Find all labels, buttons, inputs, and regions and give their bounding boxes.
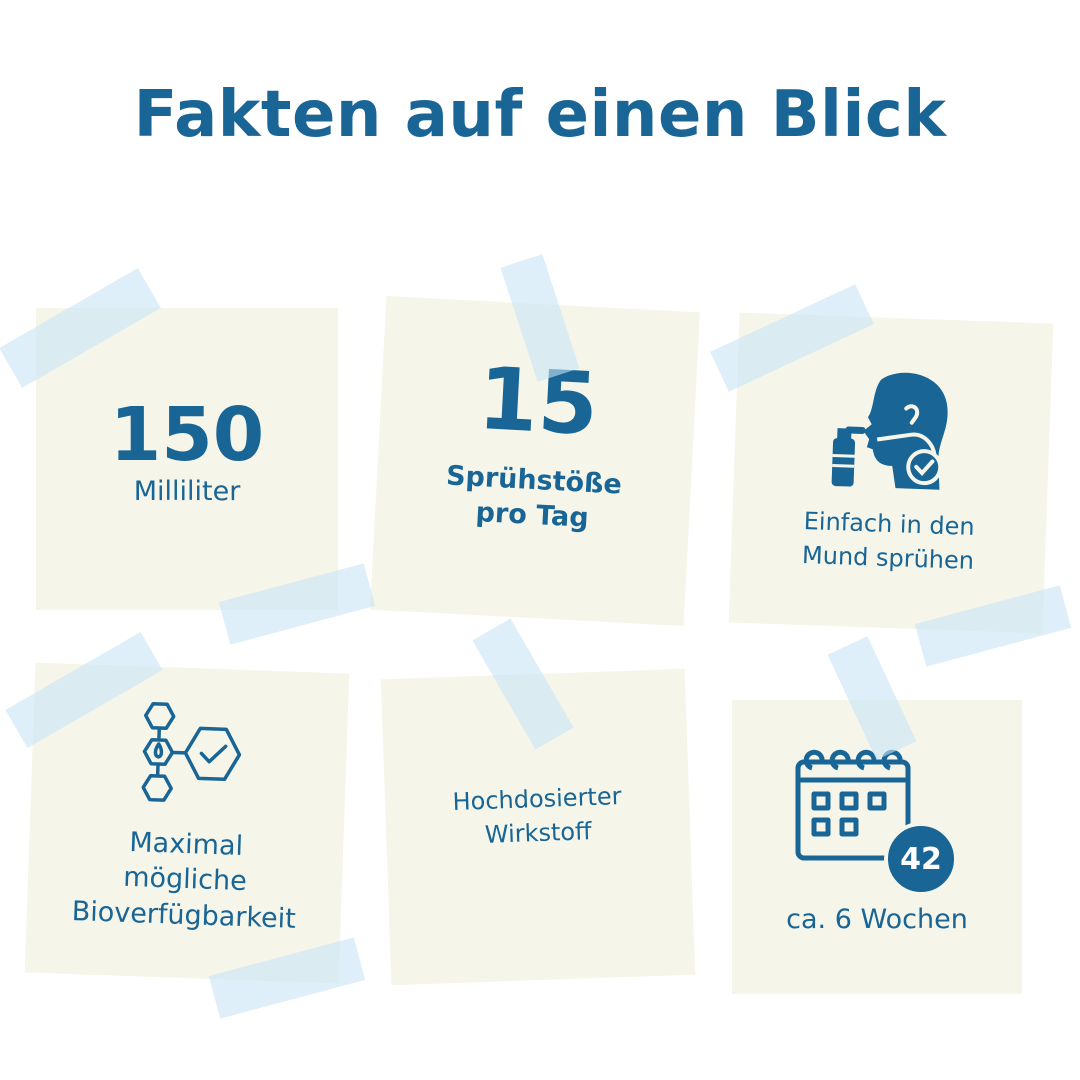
fact-label-line: Bioverfügbarkeit	[71, 895, 297, 935]
fact-label-line: Hochdosierter	[452, 782, 622, 817]
fact-card-volume: 150 Milliliter	[36, 308, 338, 610]
fact-number: 150	[109, 392, 265, 479]
spray-mouth-icon	[831, 373, 948, 491]
fact-label: Milliliter	[133, 476, 241, 508]
fact-card-usage: Einfach in den Mund sprühen	[728, 312, 1054, 634]
fact-label-line: Maximal	[128, 827, 244, 863]
page-title: Fakten auf einen Blick	[133, 78, 947, 152]
fact-label-line: Wirkstoff	[484, 817, 593, 849]
fact-label-line: Mund sprühen	[801, 540, 975, 575]
fact-card-duration: 42 ca. 6 Wochen	[732, 700, 1022, 994]
molecule-check-icon	[141, 702, 242, 803]
day-count-badge: 42	[884, 822, 958, 897]
fact-label: ca. 6 Wochen	[786, 904, 968, 936]
day-count: 42	[900, 841, 942, 877]
fact-label-line: Sprühstöße	[445, 460, 623, 501]
fact-label-line: pro Tag	[474, 496, 590, 534]
calendar-icon: 42	[792, 746, 962, 897]
fact-card-bioavailability: Maximal mögliche Bioverfügbarkeit	[24, 662, 350, 984]
fact-label-line: mögliche	[122, 862, 248, 898]
